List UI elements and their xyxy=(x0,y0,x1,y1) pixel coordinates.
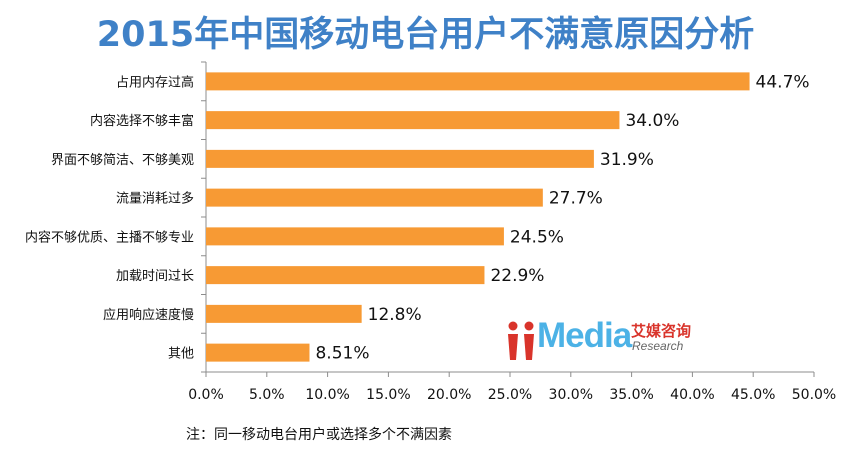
logo-english-name: Research xyxy=(632,339,684,353)
bar xyxy=(206,111,620,130)
chart-title: 2015年中国移动电台用户不满意原因分析 xyxy=(96,15,755,55)
value-label: 44.7% xyxy=(756,72,810,92)
logo-wordmark: Media xyxy=(537,316,632,355)
bar xyxy=(206,72,750,91)
value-label: 27.7% xyxy=(549,189,603,209)
category-label: 流量消耗过多 xyxy=(116,191,194,207)
x-tick-label: 5.0% xyxy=(249,387,285,403)
value-label: 24.5% xyxy=(510,227,564,247)
x-tick-label: 30.0% xyxy=(549,387,593,403)
bar xyxy=(206,343,310,362)
footnote: 注：同一移动电台用户或选择多个不满因素 xyxy=(186,427,452,443)
x-tick-label: 25.0% xyxy=(488,387,532,403)
bar xyxy=(206,188,543,207)
category-label: 界面不够简洁、不够美观 xyxy=(51,152,194,168)
x-tick-label: 0.0% xyxy=(188,387,224,403)
x-tick-label: 45.0% xyxy=(731,387,775,403)
logo-chinese-name: 艾媒咨询 xyxy=(631,322,692,340)
x-tick-label: 15.0% xyxy=(366,387,410,403)
category-label: 内容选择不够丰富 xyxy=(90,113,194,129)
category-label: 应用响应速度慢 xyxy=(103,307,194,323)
x-tick-label: 10.0% xyxy=(305,387,349,403)
bar xyxy=(206,304,362,323)
value-label: 8.51% xyxy=(315,344,369,364)
category-label: 占用内存过高 xyxy=(116,74,194,90)
x-tick-label: 20.0% xyxy=(427,387,471,403)
x-tick-label: 50.0% xyxy=(792,387,836,403)
category-label: 其他 xyxy=(168,347,194,362)
category-label: 加载时间过长 xyxy=(116,269,194,284)
category-label: 内容不够优质、主播不够专业 xyxy=(25,229,194,245)
bar xyxy=(206,227,504,246)
value-label: 31.9% xyxy=(600,150,654,170)
value-label: 34.0% xyxy=(625,111,679,131)
bar xyxy=(206,149,594,168)
x-tick-label: 40.0% xyxy=(670,387,714,403)
value-label: 22.9% xyxy=(490,266,544,286)
bar xyxy=(206,266,485,285)
imedia-logo-mark-icon xyxy=(508,321,534,360)
value-label: 12.8% xyxy=(368,305,422,325)
imedia-logo: Media 艾媒咨询 Research xyxy=(505,316,705,362)
x-tick-label: 35.0% xyxy=(609,387,653,403)
